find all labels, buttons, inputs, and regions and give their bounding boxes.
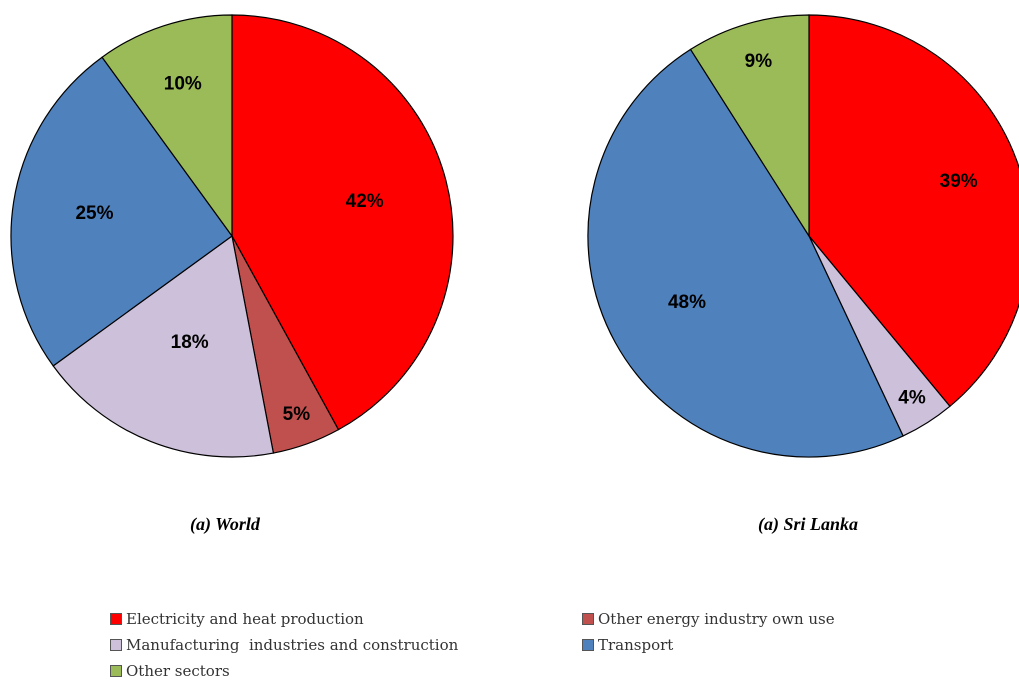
slice-percent-label: 18% (171, 332, 209, 353)
slice-percent-label: 39% (940, 171, 978, 192)
legend-swatch (110, 665, 122, 677)
legend-item-electricity: Electricity and heat production (110, 608, 582, 630)
legend-swatch (110, 639, 122, 651)
legend-item-other-energy: Other energy industry own use (582, 608, 982, 630)
pie-slice-electricity-and-heat-production (231, 14, 454, 431)
legend-label: Electricity and heat production (126, 610, 364, 628)
slice-percent-label: 48% (668, 292, 706, 313)
slice-percent-label: 5% (283, 404, 311, 425)
legend-swatch (582, 613, 594, 625)
pie-slice-other-sectors (101, 14, 233, 238)
slice-percent-label: 4% (898, 387, 926, 408)
world-pie-chart: 42% 5% 18% 25% 10% (10, 14, 454, 458)
legend-label: Manufacturing industries and constructio… (126, 636, 459, 654)
sri-lanka-pie-chart: 39% 4% 48% 9% (587, 14, 1019, 458)
pie-slice-electricity-and-heat-production (808, 14, 1019, 408)
pie-slice-other-sectors (689, 14, 810, 239)
legend-item-manufacturing: Manufacturing industries and constructio… (110, 634, 582, 656)
chart-legend: Electricity and heat production Other en… (110, 608, 990, 682)
legend-label: Other sectors (126, 662, 230, 680)
slice-percent-label: 42% (346, 191, 384, 212)
legend-item-transport: Transport (582, 634, 982, 656)
slice-percent-label: 9% (745, 51, 773, 72)
slice-percent-label: 25% (75, 203, 113, 224)
sri-lanka-chart-caption: (a) Sri Lanka (758, 514, 859, 534)
pie-slice-manufacturing-industries-and-construction (52, 234, 275, 458)
legend-swatch (582, 639, 594, 651)
legend-label: Other energy industry own use (598, 610, 835, 628)
pie-slice-transport (10, 56, 233, 367)
pie-slice-transport (587, 48, 904, 458)
legend-item-other-sectors: Other sectors (110, 660, 582, 682)
legend-swatch (110, 613, 122, 625)
world-chart-caption: (a) World (190, 514, 260, 534)
slice-percent-label: 10% (164, 74, 202, 95)
legend-label: Transport (598, 636, 674, 654)
